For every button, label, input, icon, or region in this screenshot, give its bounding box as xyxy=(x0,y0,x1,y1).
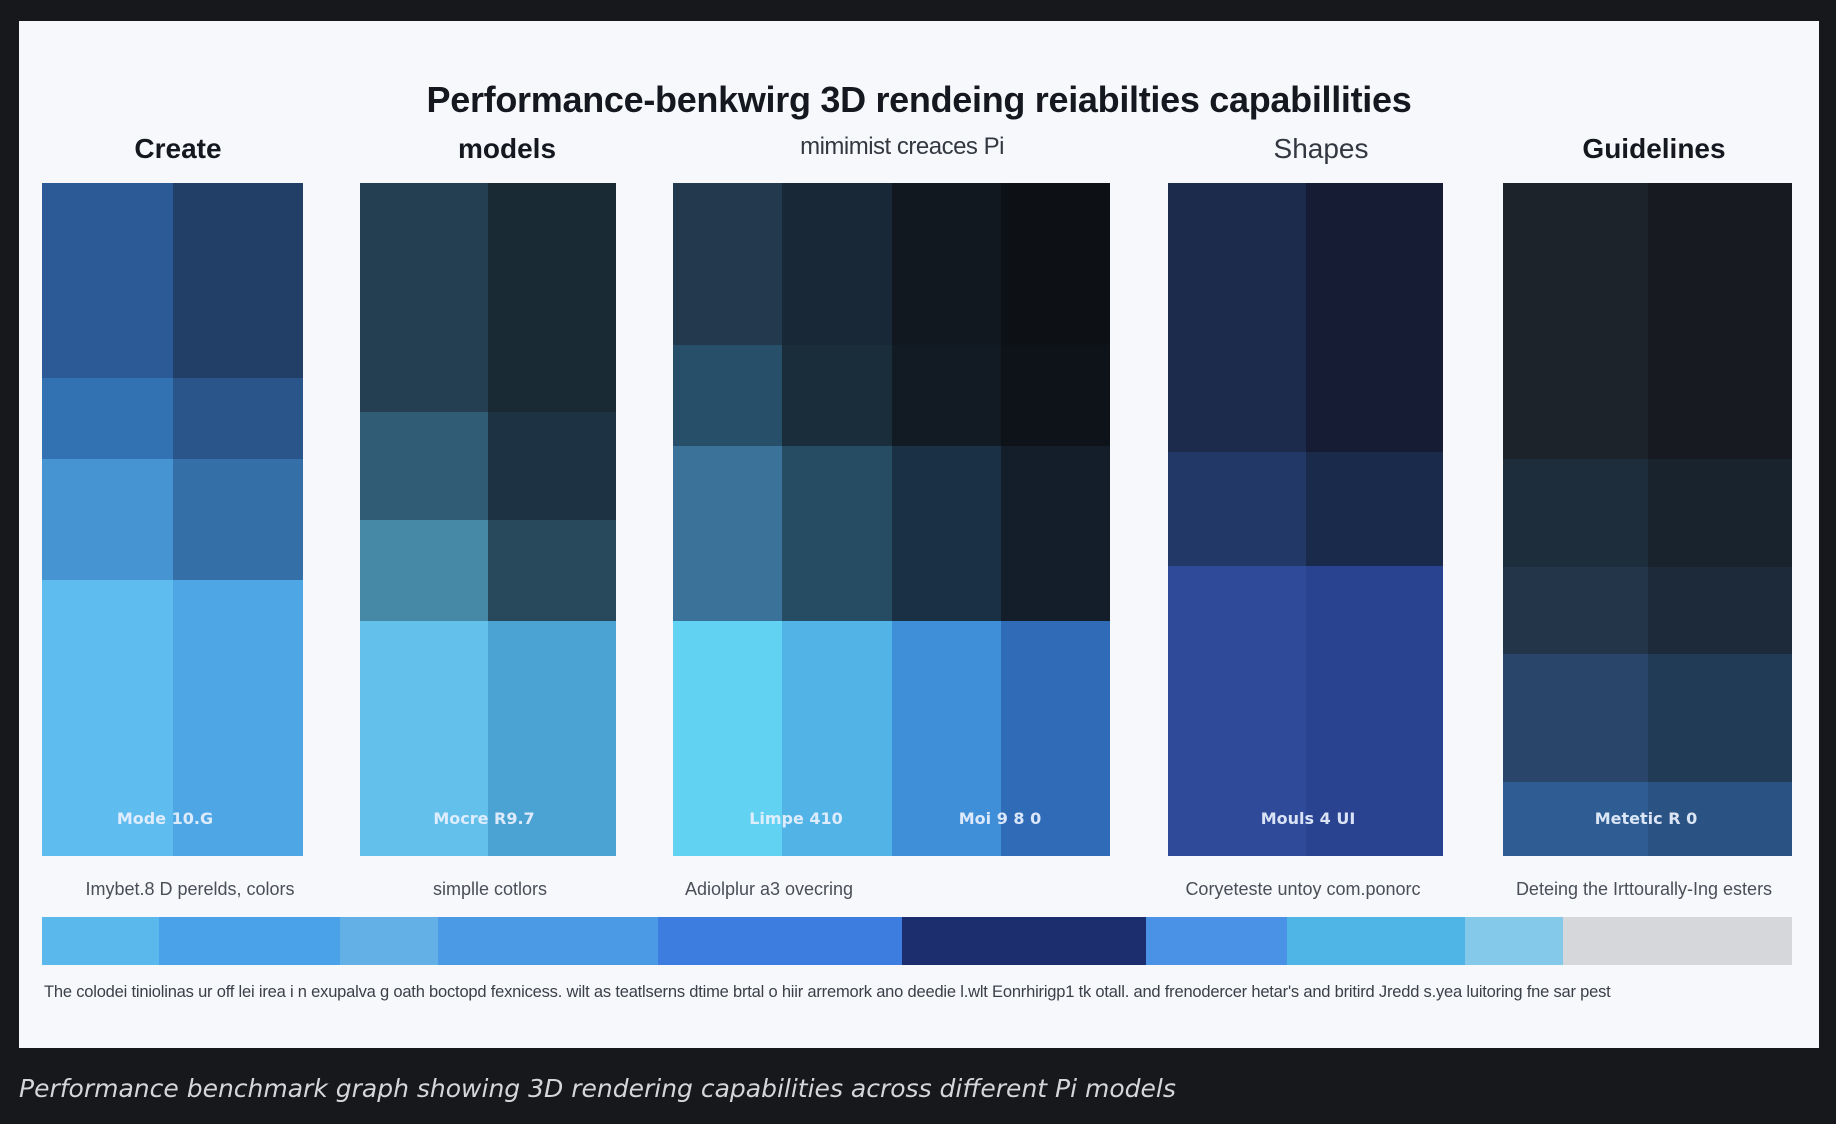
heatmap-cell xyxy=(172,580,303,856)
column-header: mimimist creaces Pi xyxy=(800,133,1004,160)
color-swatch xyxy=(1465,917,1563,965)
heatmap-cell xyxy=(42,459,173,580)
model-label: Metetic R 0 xyxy=(1594,809,1698,828)
color-swatch-strip xyxy=(42,917,1792,965)
heatmap-block xyxy=(1503,183,1792,856)
heatmap-cell xyxy=(1168,566,1306,856)
heatmap-block xyxy=(360,183,616,856)
heatmap-cell xyxy=(673,621,783,856)
column-caption: Coryeteste untoy com.ponorc xyxy=(1185,879,1421,899)
column-header: Guidelines xyxy=(1582,133,1726,164)
heatmap-cell xyxy=(891,446,1002,621)
heatmap-cell xyxy=(1647,459,1792,567)
heatmap-cell xyxy=(1000,183,1110,345)
model-label: Mouls 4 UI xyxy=(1260,809,1356,828)
heatmap-cell xyxy=(1503,183,1648,459)
column-header: models xyxy=(457,133,557,164)
heatmap-cell xyxy=(1305,566,1443,856)
heatmap-cell xyxy=(172,378,303,459)
heatmap-cell xyxy=(1305,183,1443,452)
column-caption: simplle cotlors xyxy=(432,879,548,899)
heatmap-cell xyxy=(42,378,173,459)
heatmap-cell xyxy=(782,183,893,345)
heatmap-cell xyxy=(360,520,488,621)
color-swatch xyxy=(1146,917,1287,965)
heatmap-cell xyxy=(1000,446,1110,621)
color-swatch xyxy=(42,917,159,965)
heatmap-block xyxy=(1168,183,1443,856)
heatmap-cell xyxy=(488,520,616,621)
figure-caption: Performance benchmark graph showing 3D r… xyxy=(19,1074,1176,1103)
heatmap-cell xyxy=(1647,183,1792,459)
color-swatch xyxy=(658,917,902,965)
heatmap-cell xyxy=(488,621,616,856)
model-label: Mode 10.G xyxy=(116,809,214,828)
heatmap-block xyxy=(673,183,1110,856)
heatmap-cell xyxy=(1503,782,1648,856)
heatmap-cell xyxy=(1168,183,1306,452)
heatmap-cell xyxy=(1305,452,1443,566)
heatmap-block xyxy=(42,183,303,856)
heatmap-cell xyxy=(782,621,893,856)
color-swatch xyxy=(1287,917,1465,965)
heatmap-cell xyxy=(1503,459,1648,567)
heatmap-cell xyxy=(488,412,616,520)
chart-title: Performance-benkwirg 3D rendeing reiabil… xyxy=(426,79,1412,120)
heatmap-cell xyxy=(1503,654,1648,782)
chart-panel: Performance-benkwirg 3D rendeing reiabil… xyxy=(19,21,1819,1048)
column-caption: Deteing the Irttourally-Ing esters xyxy=(1515,879,1773,899)
heatmap-cell xyxy=(673,183,783,345)
heatmap-cell xyxy=(42,183,173,378)
heatmap-cell xyxy=(1000,621,1110,856)
heatmap-cell xyxy=(488,183,616,412)
heatmap-cell xyxy=(1647,654,1792,782)
heatmap-cell xyxy=(360,183,488,412)
heatmap-cell xyxy=(1647,567,1792,654)
heatmap-cell xyxy=(1000,345,1110,446)
color-swatch xyxy=(1563,917,1792,965)
color-swatch xyxy=(438,917,658,965)
model-label: Mocre R9.7 xyxy=(433,809,535,828)
model-label: Moi 9 8 0 xyxy=(958,809,1042,828)
heatmap-cell xyxy=(172,459,303,580)
column-header: Create xyxy=(134,133,222,164)
chart-footnote: The colodei tiniolinas ur off lei irea i… xyxy=(44,983,1611,1001)
heatmap-cell xyxy=(1168,452,1306,566)
heatmap-cell xyxy=(42,580,173,856)
model-label: Limpe 410 xyxy=(749,809,843,828)
heatmap-cell xyxy=(782,446,893,621)
heatmap-cell xyxy=(673,446,783,621)
heatmap-cell xyxy=(1647,782,1792,856)
heatmap-cell xyxy=(891,183,1002,345)
heatmap-cell xyxy=(1503,567,1648,654)
heatmap-cell xyxy=(360,412,488,520)
heatmap-cell xyxy=(891,345,1002,446)
column-caption: Imybet.8 D perelds, colors xyxy=(85,879,295,899)
column-header: Shapes xyxy=(1273,133,1369,164)
color-swatch xyxy=(902,917,1146,965)
heatmap-cell xyxy=(891,621,1002,856)
heatmap-cell xyxy=(360,621,488,856)
heatmap-cell xyxy=(673,345,783,446)
color-swatch xyxy=(340,917,438,965)
color-swatch xyxy=(159,917,340,965)
column-caption: Adiolplur a3 ovecring xyxy=(684,879,854,899)
heatmap-cell xyxy=(782,345,893,446)
heatmap-cell xyxy=(172,183,303,378)
